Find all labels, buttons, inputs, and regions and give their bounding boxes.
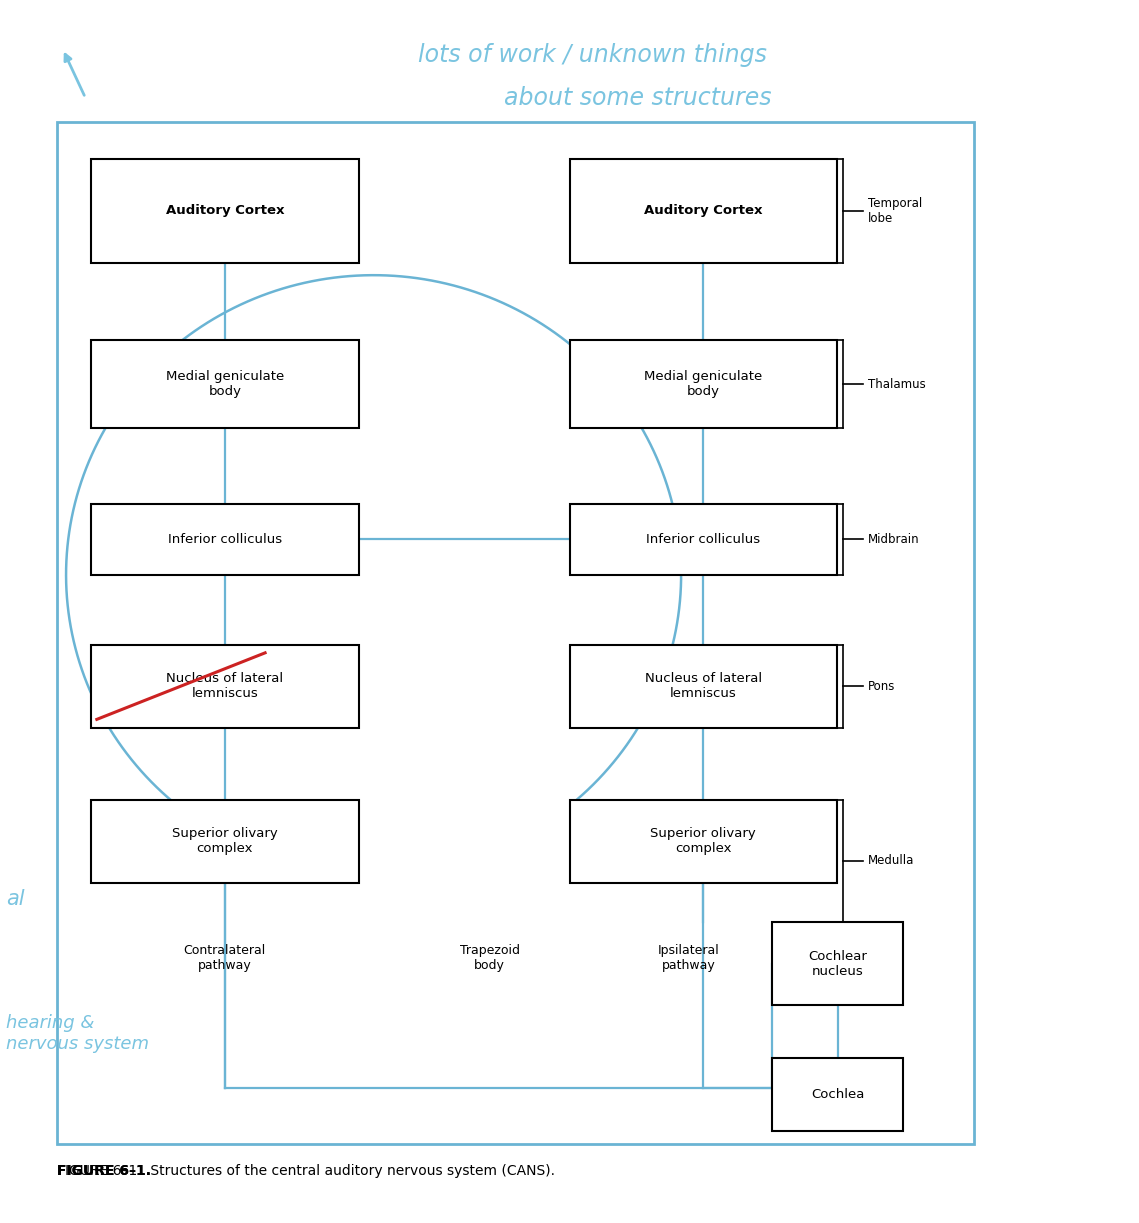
Text: Inferior colliculus: Inferior colliculus: [167, 533, 282, 545]
FancyBboxPatch shape: [570, 159, 837, 263]
FancyBboxPatch shape: [57, 122, 974, 1144]
Text: FIGURE 6–1.  Structures of the central auditory nervous system (CANS).: FIGURE 6–1. Structures of the central au…: [57, 1164, 555, 1178]
FancyBboxPatch shape: [91, 159, 359, 263]
Text: Ipsilateral
pathway: Ipsilateral pathway: [658, 944, 720, 972]
Text: FIGURE 6–1.: FIGURE 6–1.: [57, 1164, 151, 1178]
Text: Medial geniculate
body: Medial geniculate body: [645, 371, 762, 397]
FancyBboxPatch shape: [772, 922, 903, 1005]
Text: Nucleus of lateral
lemniscus: Nucleus of lateral lemniscus: [645, 673, 762, 700]
Text: Nucleus of lateral
lemniscus: Nucleus of lateral lemniscus: [166, 673, 284, 700]
FancyBboxPatch shape: [91, 800, 359, 883]
FancyBboxPatch shape: [570, 645, 837, 728]
Text: lots of work / unknown things: lots of work / unknown things: [418, 43, 767, 67]
Text: Auditory Cortex: Auditory Cortex: [644, 204, 763, 218]
Text: Inferior colliculus: Inferior colliculus: [646, 533, 761, 545]
FancyBboxPatch shape: [91, 340, 359, 428]
Text: al: al: [6, 889, 24, 909]
Text: hearing &
nervous system: hearing & nervous system: [6, 1014, 149, 1053]
Text: Trapezoid
body: Trapezoid body: [460, 944, 519, 972]
Text: Superior olivary
complex: Superior olivary complex: [650, 828, 756, 855]
Text: Contralateral
pathway: Contralateral pathway: [183, 944, 265, 972]
Text: Temporal
lobe: Temporal lobe: [868, 197, 923, 225]
Text: Midbrain: Midbrain: [868, 533, 919, 545]
FancyBboxPatch shape: [570, 340, 837, 428]
FancyBboxPatch shape: [570, 504, 837, 575]
Text: FIGURE 6–1.: FIGURE 6–1.: [57, 1164, 151, 1178]
Text: Auditory Cortex: Auditory Cortex: [165, 204, 285, 218]
FancyBboxPatch shape: [772, 1058, 903, 1131]
Text: Superior olivary
complex: Superior olivary complex: [172, 828, 278, 855]
Text: Pons: Pons: [868, 680, 895, 692]
Text: Thalamus: Thalamus: [868, 378, 926, 390]
Text: Medial geniculate
body: Medial geniculate body: [166, 371, 284, 397]
Text: Cochlear
nucleus: Cochlear nucleus: [809, 950, 867, 977]
FancyBboxPatch shape: [91, 504, 359, 575]
FancyBboxPatch shape: [91, 645, 359, 728]
Text: about some structures: about some structures: [505, 86, 771, 110]
Text: Medulla: Medulla: [868, 855, 915, 867]
FancyBboxPatch shape: [570, 800, 837, 883]
Text: Cochlea: Cochlea: [811, 1088, 865, 1101]
